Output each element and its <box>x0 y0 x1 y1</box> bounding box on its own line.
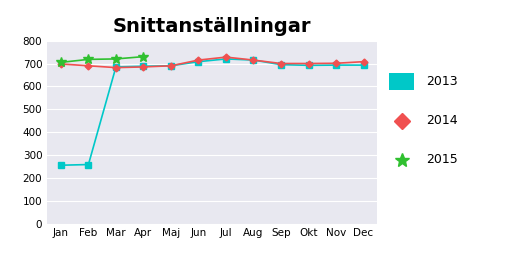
2014 <box>85 64 92 67</box>
2013 <box>58 164 64 167</box>
Line: 2014: 2014 <box>59 55 366 70</box>
2015 <box>58 61 64 64</box>
Text: 2013: 2013 <box>426 75 458 88</box>
2013 <box>250 59 257 62</box>
2013 <box>195 60 202 63</box>
2014 <box>223 56 229 59</box>
2013 <box>113 66 119 69</box>
FancyBboxPatch shape <box>389 73 414 90</box>
2013 <box>85 163 92 166</box>
Line: 2015: 2015 <box>56 52 148 67</box>
2014 <box>195 59 202 62</box>
2013 <box>278 63 284 66</box>
2013 <box>361 64 367 67</box>
2014 <box>278 62 284 65</box>
2015 <box>85 58 92 61</box>
2013 <box>168 64 174 67</box>
2013 <box>305 64 312 67</box>
2013 <box>333 64 339 67</box>
2014 <box>305 62 312 65</box>
Title: Snittanställningar: Snittanställningar <box>113 17 311 36</box>
2015 <box>140 55 147 58</box>
Line: 2013: 2013 <box>58 56 366 168</box>
2015 <box>113 57 119 60</box>
Text: 2015: 2015 <box>426 153 458 166</box>
2014 <box>140 66 147 69</box>
Text: 2014: 2014 <box>426 114 458 127</box>
2014 <box>113 66 119 69</box>
2014 <box>168 64 174 67</box>
2013 <box>223 57 229 60</box>
2014 <box>250 59 257 62</box>
2014 <box>58 62 64 66</box>
2013 <box>140 65 147 68</box>
2014 <box>333 62 339 65</box>
2014 <box>361 60 367 63</box>
